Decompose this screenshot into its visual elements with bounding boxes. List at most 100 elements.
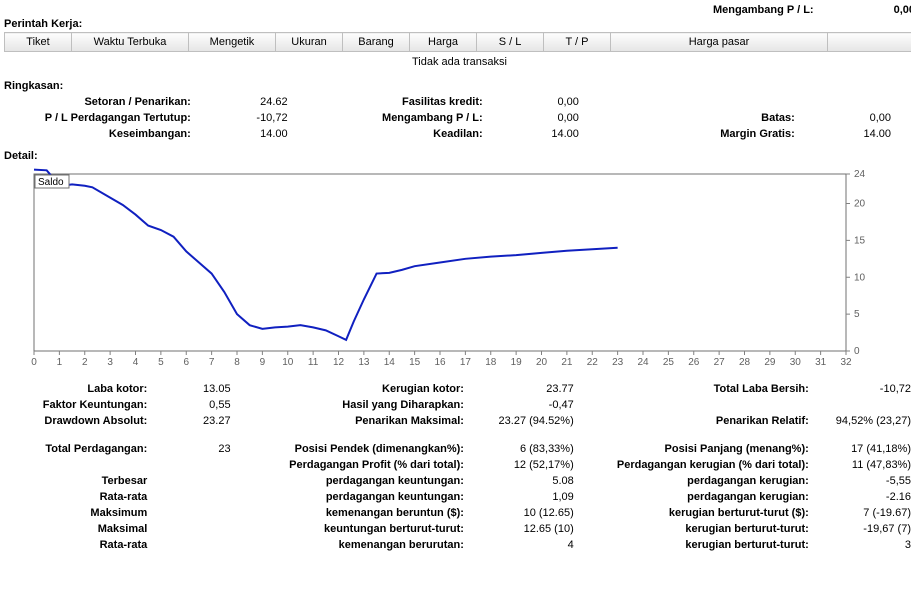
svg-text:11: 11 — [308, 357, 319, 368]
detail-value — [151, 489, 250, 505]
detail-label: Penarikan Maksimal: — [251, 413, 468, 429]
detail-label: perdagangan keuntungan: — [251, 489, 468, 505]
top-header: Mengambang P / L: 0,00 — [4, 4, 911, 16]
detail-value — [151, 457, 250, 473]
svg-text:7: 7 — [209, 357, 215, 368]
detail-value: 1,09 — [468, 489, 584, 505]
summary-value: 0,00 — [799, 110, 911, 126]
svg-text:0: 0 — [31, 357, 37, 368]
detail-value: 6 (83,33%) — [468, 441, 584, 457]
detail-value: 12 (52,17%) — [468, 457, 584, 473]
svg-text:24: 24 — [854, 169, 866, 180]
detail-value: 23.27 (94.52%) — [468, 413, 584, 429]
svg-text:5: 5 — [854, 309, 860, 320]
detail-label: kerugian berturut-turut: — [584, 537, 813, 553]
svg-text:26: 26 — [688, 357, 700, 368]
svg-text:8: 8 — [234, 357, 240, 368]
no-transactions-text: Tidak ada transaksi — [4, 52, 911, 72]
detail-label: perdagangan kerugian: — [584, 473, 813, 489]
svg-text:30: 30 — [790, 357, 802, 368]
svg-text:14: 14 — [384, 357, 396, 368]
svg-text:27: 27 — [714, 357, 726, 368]
detail-label — [584, 397, 813, 413]
detail-value — [151, 505, 250, 521]
column-header[interactable]: Ukuran — [276, 33, 343, 52]
detail-label: Posisi Pendek (dimenangkan%): — [251, 441, 468, 457]
svg-text:17: 17 — [460, 357, 472, 368]
detail-title: Detail: — [4, 150, 911, 162]
column-header[interactable]: T / P — [544, 33, 611, 52]
detail-value: 13.05 — [151, 381, 250, 397]
detail-label: Posisi Panjang (menang%): — [584, 441, 813, 457]
summary-label: Mengambang P / L: — [312, 110, 487, 126]
summary-label: Margin Gratis: — [603, 126, 799, 142]
summary-label: P / L Perdagangan Tertutup: — [4, 110, 195, 126]
column-header[interactable]: Harga pasar — [611, 33, 828, 52]
summary-label: Batas: — [603, 110, 799, 126]
detail-value — [151, 521, 250, 537]
svg-text:20: 20 — [854, 199, 866, 210]
detail-label: kerugian berturut-turut: — [584, 521, 813, 537]
summary-value: 14.00 — [487, 126, 603, 142]
svg-text:15: 15 — [409, 357, 421, 368]
balance-chart: 0510152024012345678910111213141516171819… — [18, 168, 901, 373]
summary-label: Keadilan: — [312, 126, 487, 142]
svg-text:4: 4 — [133, 357, 139, 368]
svg-text:21: 21 — [561, 357, 573, 368]
detail-value: -10,72 — [813, 381, 911, 397]
detail-value — [151, 473, 250, 489]
detail-value: -19,67 (7) — [813, 521, 911, 537]
detail-value: 94,52% (23,27) — [813, 413, 911, 429]
svg-text:25: 25 — [663, 357, 675, 368]
detail-value: 4 — [468, 537, 584, 553]
column-header[interactable]: Harga — [410, 33, 477, 52]
detail-value: -2.16 — [813, 489, 911, 505]
detail-label: perdagangan kerugian: — [584, 489, 813, 505]
detail-value: 3 — [813, 537, 911, 553]
detail-label: Rata-rata — [4, 537, 151, 553]
column-header[interactable]: Mengetik — [189, 33, 276, 52]
summary-label: Fasilitas kredit: — [312, 94, 487, 110]
svg-text:9: 9 — [260, 357, 266, 368]
detail-label: kemenangan beruntun ($): — [251, 505, 468, 521]
svg-text:3: 3 — [107, 357, 113, 368]
svg-text:15: 15 — [854, 235, 866, 246]
svg-text:5: 5 — [158, 357, 164, 368]
detail-value: 11 (47,83%) — [813, 457, 911, 473]
svg-text:Saldo: Saldo — [38, 177, 64, 188]
summary-value — [799, 94, 911, 110]
detail-label: Laba kotor: — [4, 381, 151, 397]
column-header[interactable]: Waktu Terbuka — [72, 33, 189, 52]
detail-value: 23.77 — [468, 381, 584, 397]
svg-text:1: 1 — [57, 357, 63, 368]
summary-table: Setoran / Penarikan:24.62Fasilitas kredi… — [4, 94, 911, 142]
column-header-empty — [828, 33, 911, 52]
column-header[interactable]: S / L — [477, 33, 544, 52]
detail-label: Faktor Keuntungan: — [4, 397, 151, 413]
column-header[interactable]: Tiket — [5, 33, 72, 52]
summary-value: 0,00 — [487, 94, 603, 110]
detail-label: Maksimal — [4, 521, 151, 537]
detail-label: kerugian berturut-turut ($): — [584, 505, 813, 521]
summary-label: Keseimbangan: — [4, 126, 195, 142]
detail-value: 10 (12.65) — [468, 505, 584, 521]
svg-text:0: 0 — [854, 346, 860, 357]
column-header[interactable]: Barang — [343, 33, 410, 52]
detail-label: Total Laba Bersih: — [584, 381, 813, 397]
detail-label: keuntungan berturut-turut: — [251, 521, 468, 537]
detail-value: 7 (-19.67) — [813, 505, 911, 521]
svg-text:6: 6 — [183, 357, 189, 368]
summary-value: 14.00 — [799, 126, 911, 142]
svg-text:10: 10 — [282, 357, 294, 368]
svg-text:18: 18 — [485, 357, 497, 368]
svg-text:28: 28 — [739, 357, 751, 368]
detail-value: 0,55 — [151, 397, 250, 413]
detail-label: kemenangan berurutan: — [251, 537, 468, 553]
detail-value: -5,55 — [813, 473, 911, 489]
detail-value: 23.27 — [151, 413, 250, 429]
detail-label — [4, 457, 151, 473]
svg-text:20: 20 — [536, 357, 548, 368]
detail-label: Drawdown Absolut: — [4, 413, 151, 429]
detail-label: perdagangan keuntungan: — [251, 473, 468, 489]
work-orders-title: Perintah Kerja: — [4, 18, 911, 30]
